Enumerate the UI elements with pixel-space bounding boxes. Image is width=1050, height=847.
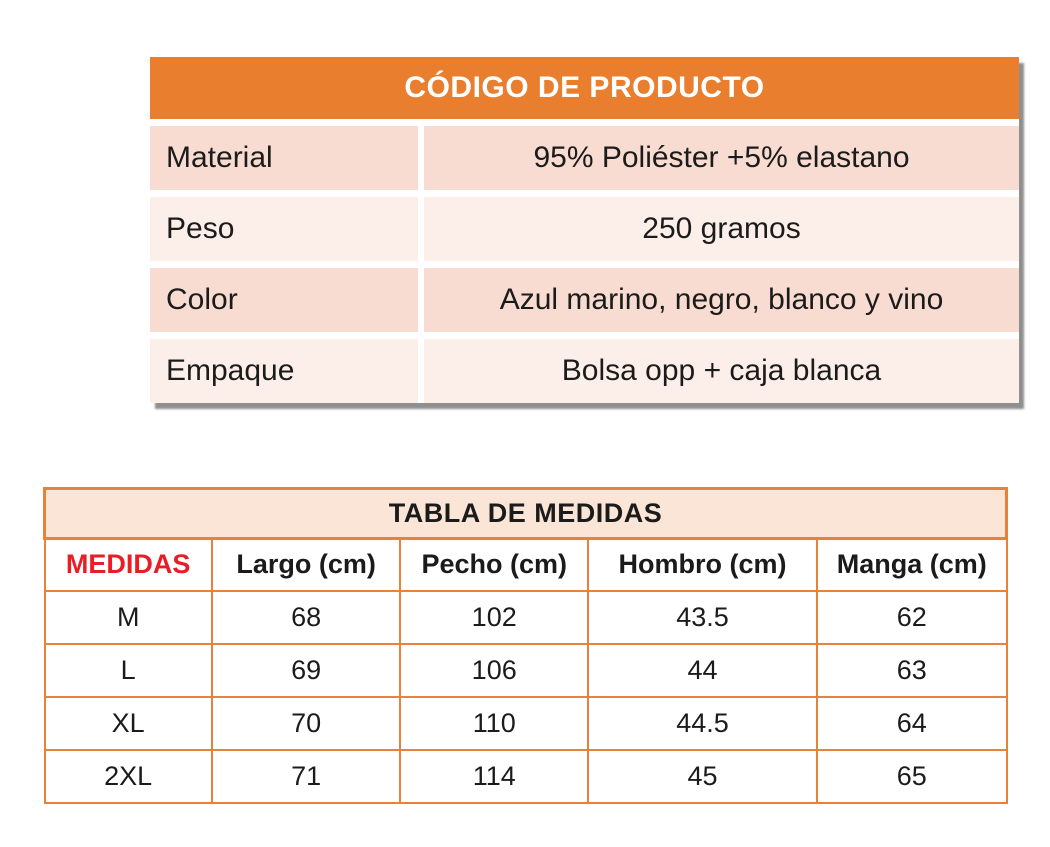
column-header-pecho: Pecho (cm): [399, 537, 589, 592]
size-table-title: TABLA DE MEDIDAS: [43, 487, 1008, 540]
size-label: XL: [43, 695, 213, 751]
product-row-label: Material: [150, 126, 418, 190]
product-row-label: Peso: [150, 197, 418, 261]
manga-value: 65: [815, 748, 1008, 804]
largo-value: 71: [210, 748, 402, 804]
hombro-value: 43.5: [587, 589, 818, 645]
column-header-hombro: Hombro (cm): [587, 537, 818, 592]
largo-value: 68: [210, 589, 402, 645]
largo-value: 70: [210, 695, 402, 751]
pecho-value: 114: [399, 748, 589, 804]
pecho-value: 102: [399, 589, 589, 645]
product-row-value: Azul marino, negro, blanco y vino: [424, 268, 1019, 332]
product-row-label: Empaque: [150, 339, 418, 403]
size-table-header-row: MEDIDAS Largo (cm) Pecho (cm) Hombro (cm…: [43, 537, 1008, 592]
product-row-label: Color: [150, 268, 418, 332]
product-row-peso: Peso 250 gramos: [150, 197, 1019, 261]
product-table-title: CÓDIGO DE PRODUCTO: [150, 57, 1019, 119]
pecho-value: 106: [399, 642, 589, 698]
size-row-l: L 69 106 44 63: [43, 642, 1008, 698]
column-header-largo: Largo (cm): [210, 537, 402, 592]
pecho-value: 110: [399, 695, 589, 751]
size-label: 2XL: [43, 748, 213, 804]
size-label: M: [43, 589, 213, 645]
hombro-value: 45: [587, 748, 818, 804]
manga-value: 63: [815, 642, 1008, 698]
product-info-table: CÓDIGO DE PRODUCTO Material 95% Poliéste…: [150, 57, 1019, 403]
column-header-manga: Manga (cm): [815, 537, 1008, 592]
size-label: L: [43, 642, 213, 698]
manga-value: 62: [815, 589, 1008, 645]
product-row-empaque: Empaque Bolsa opp + caja blanca: [150, 339, 1019, 403]
product-row-value: 250 gramos: [424, 197, 1019, 261]
product-row-value: 95% Poliéster +5% elastano: [424, 126, 1019, 190]
hombro-value: 44: [587, 642, 818, 698]
largo-value: 69: [210, 642, 402, 698]
size-row-2xl: 2XL 71 114 45 65: [43, 748, 1008, 804]
hombro-value: 44.5: [587, 695, 818, 751]
size-table-title-row: TABLA DE MEDIDAS: [43, 487, 1008, 540]
product-row-value: Bolsa opp + caja blanca: [424, 339, 1019, 403]
size-row-m: M 68 102 43.5 62: [43, 589, 1008, 645]
size-chart-table: TABLA DE MEDIDAS MEDIDAS Largo (cm) Pech…: [43, 487, 1008, 804]
size-row-xl: XL 70 110 44.5 64: [43, 695, 1008, 751]
product-row-color: Color Azul marino, negro, blanco y vino: [150, 268, 1019, 332]
manga-value: 64: [815, 695, 1008, 751]
product-row-material: Material 95% Poliéster +5% elastano: [150, 126, 1019, 190]
column-header-medidas: MEDIDAS: [43, 537, 213, 592]
